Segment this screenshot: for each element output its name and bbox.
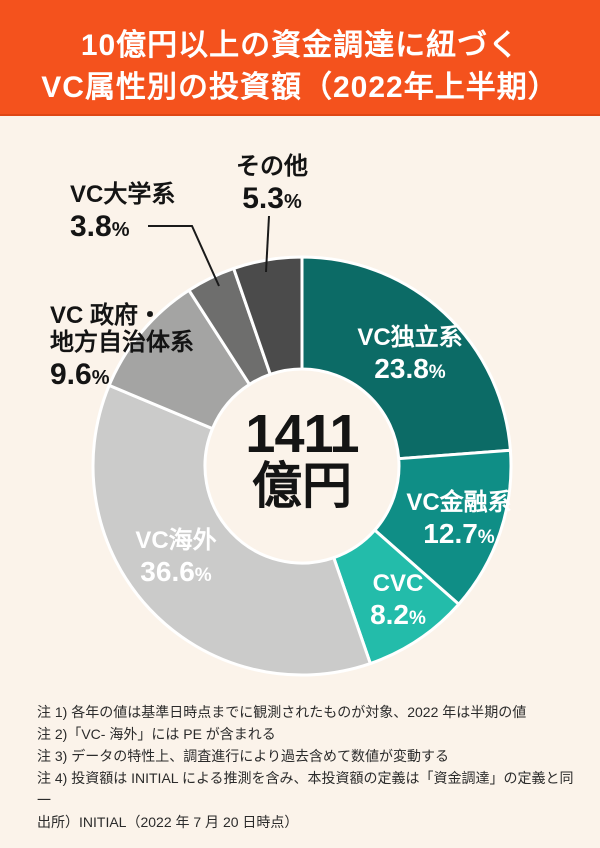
percent-sign: % <box>91 367 110 389</box>
page-title-line1: 10億円以上の資金調達に紐づく <box>80 29 520 62</box>
segment-percent: 3.8% <box>70 210 130 243</box>
segment-percent: 12.7% <box>423 518 495 549</box>
label-vc-independent: VC独立系 23.8% <box>345 324 475 388</box>
label-vc-overseas: VC海外 36.6% <box>111 527 241 591</box>
segment-percent: 9.6% <box>50 358 110 391</box>
segment-name-line1: VC 政府・ <box>50 302 163 329</box>
page-title-line2: VC属性別の投資額（2022年上半期） <box>41 71 559 104</box>
donut-center-total: 1411 億円 <box>202 404 402 514</box>
note-line-1: 注 1) 各年の値は基準日時点までに観測されたものが対象、2022 年は半期の値 <box>37 704 527 720</box>
percent-sign: % <box>111 219 130 241</box>
segment-name: その他 <box>236 153 308 180</box>
segment-percent: 8.2% <box>370 599 426 630</box>
note-line-4: 注 4) 投資額は INITIAL による推測を含み、本投資額の定義は「資金調達… <box>37 770 574 808</box>
segment-name: CVC <box>372 570 424 597</box>
segment-name: VC金融系 <box>406 489 512 516</box>
segment-name-line2: 地方自治体系 <box>50 329 194 356</box>
segment-name: VC海外 <box>135 527 217 554</box>
label-vc-financial: VC金融系 12.7% <box>394 489 524 553</box>
note-line-source: 出所）INITIAL（2022 年 7 月 20 日時点） <box>37 814 299 830</box>
label-cvc: CVC 8.2% <box>333 570 463 634</box>
segment-name: VC大学系 <box>70 181 176 208</box>
label-vc-government: VC 政府・ 地方自治体系 9.6% <box>50 302 270 395</box>
segment-percent: 5.3% <box>242 182 302 215</box>
percent-sign: % <box>409 608 426 629</box>
segment-percent: 23.8% <box>374 353 446 384</box>
percent-sign: % <box>477 527 495 548</box>
note-line-2: 注 2)「VC- 海外」には PE が含まれる <box>37 726 276 742</box>
note-line-3: 注 3) データの特性上、調査進行により過去含めて数値が変動する <box>37 748 449 764</box>
segment-percent: 36.6% <box>140 556 212 587</box>
percent-sign: % <box>283 191 302 213</box>
percent-sign: % <box>428 362 446 383</box>
total-unit: 億円 <box>252 458 352 514</box>
total-value: 1411 <box>245 404 359 464</box>
footnotes: 注 1) 各年の値は基準日時点までに観測されたものが対象、2022 年は半期の値… <box>37 701 577 833</box>
label-vc-university: VC大学系 3.8% <box>70 181 250 247</box>
label-other: その他 5.3% <box>212 153 332 219</box>
header-banner: 10億円以上の資金調達に紐づく VC属性別の投資額（2022年上半期） <box>0 0 600 116</box>
leader-line-other <box>265 215 270 273</box>
percent-sign: % <box>194 565 212 586</box>
segment-name: VC独立系 <box>357 324 463 351</box>
